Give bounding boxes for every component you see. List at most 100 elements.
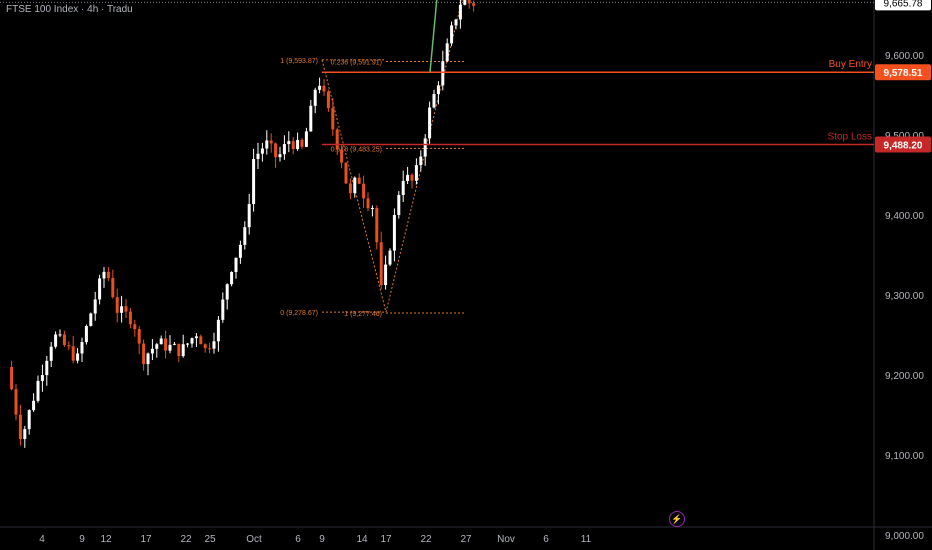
candle-body — [168, 344, 172, 351]
candle-body — [406, 174, 410, 181]
candle-body — [309, 105, 313, 132]
candle-body — [98, 278, 102, 300]
x-tick-label: 22 — [180, 534, 192, 545]
candle-body — [190, 338, 194, 344]
candle-body — [274, 143, 278, 158]
candle-body — [120, 306, 124, 313]
candle-body — [362, 183, 366, 199]
candle-body — [348, 183, 352, 194]
candle-body — [436, 85, 440, 95]
price-tag-bg — [875, 64, 931, 81]
current-price-tag-bg — [875, 0, 931, 11]
candle-body — [370, 208, 374, 210]
candle-body — [106, 271, 110, 278]
price-tag-label: 9,578.51 — [884, 68, 923, 79]
candle-body — [304, 131, 308, 147]
fib-level-label: 0.618 (9,483.25) — [331, 146, 382, 153]
candle-body — [32, 400, 36, 411]
candle-body — [353, 177, 357, 194]
candle-body — [212, 341, 216, 349]
candle-body — [102, 271, 106, 279]
lightning-bolt-icon[interactable]: ⚡ — [669, 511, 685, 527]
candle-body — [445, 43, 449, 62]
candle-body — [322, 85, 326, 92]
candle-body — [296, 139, 300, 150]
x-tick-label: 27 — [460, 534, 472, 545]
candle-body — [14, 389, 18, 415]
x-tick-label: 14 — [356, 534, 368, 545]
y-tick-label: 9,200.00 — [885, 371, 924, 382]
y-tick-label: 9,100.00 — [885, 451, 924, 462]
candle-body — [410, 174, 414, 181]
candle-body — [49, 346, 53, 361]
fib-level-label: 1 (9,593.87) — [280, 58, 318, 65]
fib-level-label: 0 (9,278.67) — [280, 310, 318, 317]
candle-body — [467, 0, 471, 4]
candle-body — [194, 336, 198, 339]
chart-title: FTSE 100 Index · 4h · Tradu — [6, 4, 133, 15]
candle-body — [58, 334, 62, 336]
candle-body — [142, 343, 146, 365]
candle-body — [172, 343, 176, 345]
candle-body — [128, 311, 132, 325]
candle-body — [10, 367, 14, 390]
x-tick-label: 11 — [581, 534, 592, 545]
candle-body — [203, 344, 207, 349]
candle-body — [282, 144, 286, 155]
x-tick-label: Nov — [497, 534, 515, 545]
candle-body — [450, 25, 454, 44]
candle-body — [155, 344, 159, 349]
x-tick-label: 4 — [39, 534, 45, 545]
candle-body — [287, 141, 291, 145]
candle-body — [67, 345, 71, 347]
x-tick-label: 9 — [319, 534, 325, 545]
y-tick-label: 9,400.00 — [885, 211, 924, 222]
candle-body — [441, 61, 445, 86]
candle-body — [291, 141, 295, 150]
y-tick-label: 9,600.00 — [885, 51, 924, 62]
candle-body — [428, 107, 432, 139]
candle-body — [124, 306, 128, 312]
candle-body — [62, 334, 66, 346]
candle-body — [326, 91, 330, 109]
trade-level-label: Stop Loss — [828, 131, 872, 142]
candle-body — [265, 140, 269, 149]
x-tick-label: 9 — [79, 534, 85, 545]
candle-body — [379, 242, 383, 286]
x-tick-label: 12 — [100, 534, 112, 545]
x-tick-label: Oct — [246, 534, 262, 545]
candle-body — [238, 244, 242, 258]
candle-body — [36, 380, 40, 401]
candle-body — [252, 159, 256, 205]
candle-body — [256, 153, 260, 160]
current-price-tag-label: 9,665.78 — [884, 0, 923, 9]
candle-body — [269, 140, 273, 144]
x-tick-label: 22 — [420, 534, 432, 545]
candle-body — [458, 4, 462, 20]
candle-body — [45, 360, 49, 376]
candle-body — [208, 348, 212, 350]
candle-body — [472, 3, 476, 6]
candle-body — [93, 299, 97, 314]
projection-arrow-shaft — [429, 0, 438, 73]
candle-body — [177, 343, 181, 357]
candle-body — [27, 410, 31, 430]
candle-body — [419, 156, 423, 166]
candle-body — [414, 165, 418, 181]
candle-body — [199, 336, 203, 345]
fib-level-label: 1 (9,277.46) — [344, 311, 382, 318]
candle-body — [432, 94, 436, 108]
candle-body — [111, 277, 115, 298]
candle-body — [71, 346, 75, 361]
candle-body — [23, 429, 27, 440]
x-tick-label: 17 — [140, 534, 152, 545]
candle-body — [18, 414, 22, 440]
candle-body — [164, 338, 168, 351]
x-tick-label: 6 — [543, 534, 549, 545]
candle-body — [344, 162, 348, 184]
fib-pattern-line — [321, 0, 463, 313]
candle-body — [159, 338, 163, 345]
candle-body — [335, 129, 339, 150]
candle-body — [247, 204, 251, 228]
